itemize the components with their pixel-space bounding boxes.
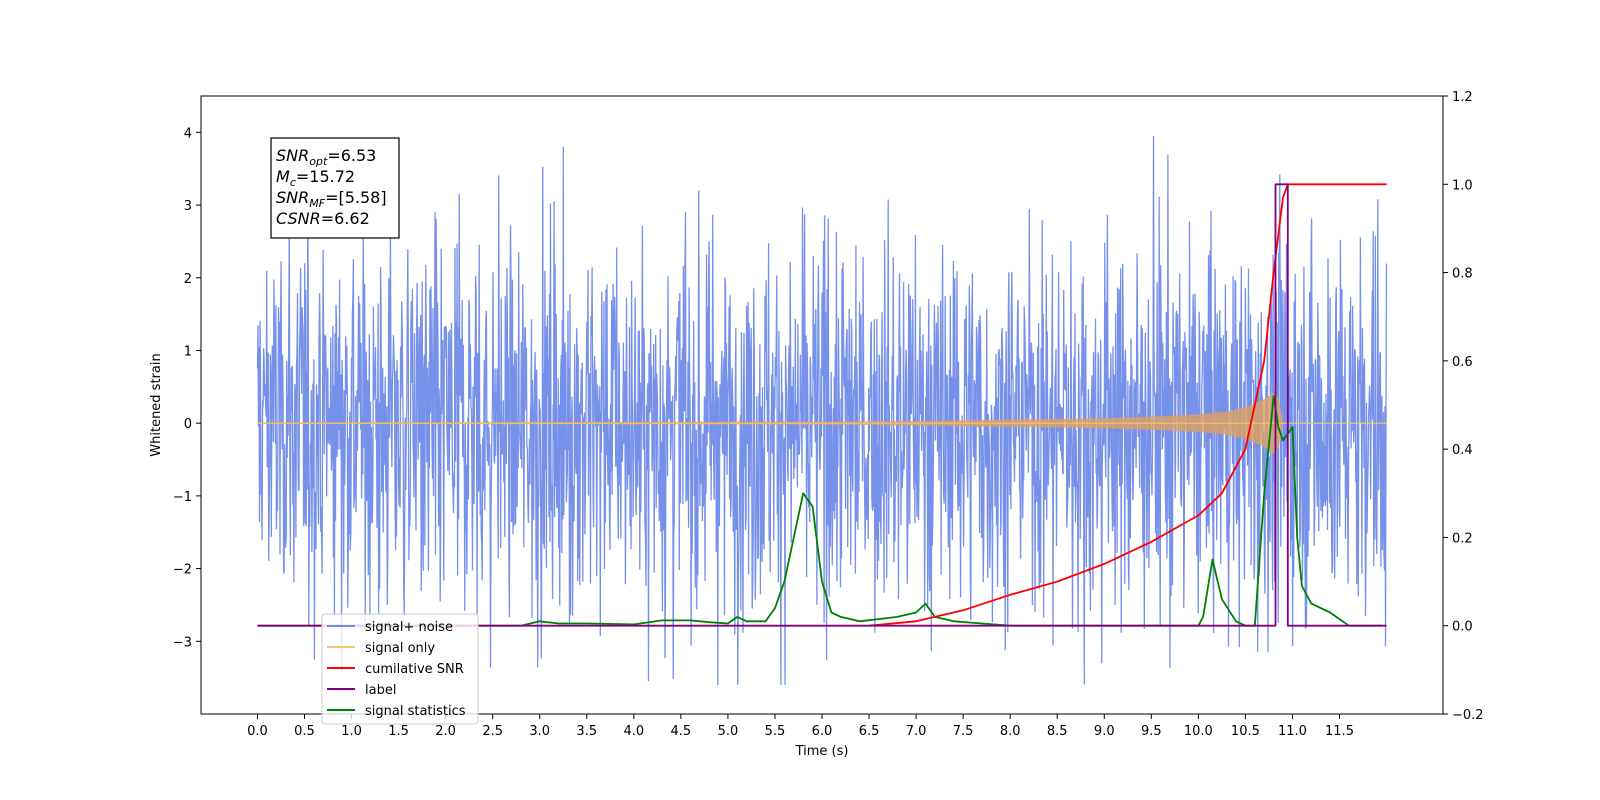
y-left-tick-label: 3 xyxy=(184,199,192,214)
plot-area xyxy=(256,136,1388,685)
stats-line: CSNR=6.62 xyxy=(276,209,370,228)
x-tick-label: 4.5 xyxy=(671,724,692,739)
x-tick-label: 9.0 xyxy=(1094,724,1115,739)
y-left-tick-label: 0 xyxy=(184,417,192,432)
x-tick-label: 11.5 xyxy=(1325,724,1354,739)
stats-line: SNRopt=6.53 xyxy=(276,146,376,168)
x-tick-label: 3.0 xyxy=(529,724,550,739)
series-label xyxy=(257,183,1387,627)
x-tick-label: 0.0 xyxy=(247,724,268,739)
x-tick-label: 6.0 xyxy=(812,724,833,739)
x-tick-label: 8.0 xyxy=(1000,724,1021,739)
y-right-tick-label: 0.4 xyxy=(1452,443,1473,458)
x-tick-label: 6.5 xyxy=(859,724,880,739)
x-tick-label: 10.0 xyxy=(1184,724,1213,739)
y-right-tick-label: 0.0 xyxy=(1452,620,1473,635)
x-tick-label: 0.5 xyxy=(294,724,315,739)
x-tick-label: 7.5 xyxy=(953,724,974,739)
y-left-tick-label: −1 xyxy=(173,490,192,505)
x-tick-label: 2.0 xyxy=(435,724,456,739)
series-signal-statistics xyxy=(257,395,1382,627)
y-right-tick-label: −0.2 xyxy=(1452,708,1484,723)
stats-line: Mc=15.72 xyxy=(276,167,355,189)
y-right-tick-label: 0.8 xyxy=(1452,267,1473,282)
x-tick-label: 5.5 xyxy=(765,724,786,739)
y-left-tick-label: −3 xyxy=(173,635,192,650)
x-tick-label: 1.5 xyxy=(388,724,409,739)
legend-entry-label: label xyxy=(365,683,396,698)
series-cumilative-snr xyxy=(868,183,1387,627)
x-tick-label: 8.5 xyxy=(1047,724,1068,739)
y-left-tick-label: 2 xyxy=(184,272,192,287)
legend-entry-label: signal statistics xyxy=(365,704,466,719)
y-right-tick-label: 0.6 xyxy=(1452,355,1473,370)
y-left-tick-label: −2 xyxy=(173,563,192,578)
y-axis-label-left: Whitened strain xyxy=(149,353,164,456)
y-right-tick-label: 1.0 xyxy=(1452,178,1473,193)
legend-frame xyxy=(321,613,479,725)
y-left-tick-label: 1 xyxy=(184,344,192,359)
stats-box-frame xyxy=(270,137,400,239)
y-left-tick-label: 4 xyxy=(184,126,192,141)
legend: signal+ noise signal only cumilative SNR la… xyxy=(321,613,479,725)
y-right-tick-label: 1.2 xyxy=(1452,90,1473,105)
x-tick-label: 4.0 xyxy=(623,724,644,739)
x-tick-label: 7.0 xyxy=(906,724,927,739)
x-tick-label: 11.0 xyxy=(1278,724,1307,739)
legend-entry-label: signal only xyxy=(365,641,435,656)
x-tick-label: 9.5 xyxy=(1141,724,1162,739)
x-tick-label: 3.5 xyxy=(576,724,597,739)
x-tick-label: 1.0 xyxy=(341,724,362,739)
x-tick-label: 2.5 xyxy=(482,724,503,739)
y-right-tick-label: 0.2 xyxy=(1452,531,1473,546)
x-axis-label: Time (s) xyxy=(795,744,849,759)
legend-entry-label: signal+ noise xyxy=(365,620,453,635)
stats-line: SNRMF=[5.58] xyxy=(276,188,387,210)
tick-layer: 0.0 0.5 1.0 1.5 2.0 2.5 3.0 3.5 4.0 4.5 5.0 5.5 6.0 6… xyxy=(173,90,1484,739)
x-tick-label: 5.0 xyxy=(718,724,739,739)
series-signal-noise xyxy=(256,136,1388,685)
legend-entry-label: cumilative SNR xyxy=(365,662,464,677)
x-tick-label: 10.5 xyxy=(1231,724,1260,739)
